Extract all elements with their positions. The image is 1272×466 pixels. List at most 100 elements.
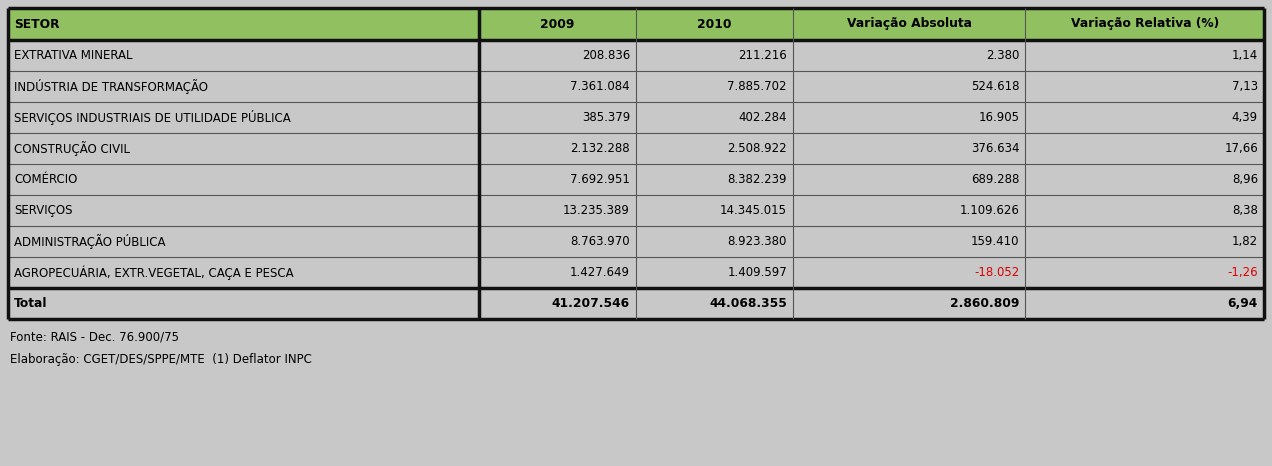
Bar [792, 133, 1025, 164]
Text: SERVIÇOS INDUSTRIAIS DE UTILIDADE PÚBLICA: SERVIÇOS INDUSTRIAIS DE UTILIDADE PÚBLIC… [14, 110, 291, 125]
Bar [792, 164, 1025, 195]
Bar [636, 133, 792, 164]
Bar [8, 133, 480, 164]
Bar [1025, 40, 1264, 71]
Bar [1025, 164, 1264, 195]
Text: SETOR: SETOR [14, 18, 60, 30]
Bar [480, 195, 636, 226]
Text: 159.410: 159.410 [971, 235, 1019, 248]
Bar [1025, 71, 1264, 102]
Bar [1025, 133, 1264, 164]
Text: Variação Absoluta: Variação Absoluta [847, 18, 972, 30]
Text: 7.361.084: 7.361.084 [570, 80, 630, 93]
Text: AGROPECUÁRIA, EXTR.VEGETAL, CAÇA E PESCA: AGROPECUÁRIA, EXTR.VEGETAL, CAÇA E PESCA [14, 265, 294, 280]
Bar [1025, 288, 1264, 319]
Text: 1.427.649: 1.427.649 [570, 266, 630, 279]
Text: 14.345.015: 14.345.015 [720, 204, 787, 217]
Text: 7.885.702: 7.885.702 [728, 80, 787, 93]
Text: EXTRATIVA MINERAL: EXTRATIVA MINERAL [14, 49, 132, 62]
Bar [8, 257, 480, 288]
Bar [480, 71, 636, 102]
Bar [8, 8, 480, 40]
Text: -18.052: -18.052 [974, 266, 1019, 279]
Text: 211.216: 211.216 [738, 49, 787, 62]
Bar [792, 226, 1025, 257]
Bar [8, 195, 480, 226]
Bar [636, 40, 792, 71]
Bar [636, 102, 792, 133]
Text: 7.692.951: 7.692.951 [570, 173, 630, 186]
Text: 16.905: 16.905 [978, 111, 1019, 124]
Bar [792, 8, 1025, 40]
Bar [8, 288, 480, 319]
Text: Total: Total [14, 297, 47, 310]
Bar [636, 8, 792, 40]
Bar [1025, 195, 1264, 226]
Bar [636, 71, 792, 102]
Bar [636, 288, 792, 319]
Text: 4,39: 4,39 [1231, 111, 1258, 124]
Text: 2.860.809: 2.860.809 [950, 297, 1019, 310]
Text: 17,66: 17,66 [1224, 142, 1258, 155]
Text: 2.132.288: 2.132.288 [570, 142, 630, 155]
Bar [636, 164, 792, 195]
Bar [1025, 8, 1264, 40]
Text: 44.068.355: 44.068.355 [709, 297, 787, 310]
Bar [8, 71, 480, 102]
Bar [792, 71, 1025, 102]
Text: INDÚSTRIA DE TRANSFORMAÇÃO: INDÚSTRIA DE TRANSFORMAÇÃO [14, 79, 209, 94]
Text: 8.763.970: 8.763.970 [570, 235, 630, 248]
Bar [8, 40, 480, 71]
Text: 2010: 2010 [697, 18, 731, 30]
Bar [792, 40, 1025, 71]
Bar [1025, 102, 1264, 133]
Text: 13.235.389: 13.235.389 [563, 204, 630, 217]
Text: 376.634: 376.634 [971, 142, 1019, 155]
Bar [480, 133, 636, 164]
Bar [792, 102, 1025, 133]
Text: -1,26: -1,26 [1227, 266, 1258, 279]
Bar [636, 226, 792, 257]
Bar [8, 102, 480, 133]
Text: 1.409.597: 1.409.597 [728, 266, 787, 279]
Text: 1,14: 1,14 [1231, 49, 1258, 62]
Text: 402.284: 402.284 [739, 111, 787, 124]
Bar [792, 288, 1025, 319]
Text: 7,13: 7,13 [1231, 80, 1258, 93]
Bar [792, 257, 1025, 288]
Text: 2009: 2009 [541, 18, 575, 30]
Bar [8, 226, 480, 257]
Bar [636, 195, 792, 226]
Text: SERVIÇOS: SERVIÇOS [14, 204, 73, 217]
Text: 689.288: 689.288 [971, 173, 1019, 186]
Bar [1025, 226, 1264, 257]
Text: CONSTRUÇÃO CIVIL: CONSTRUÇÃO CIVIL [14, 141, 130, 156]
Text: 8.382.239: 8.382.239 [728, 173, 787, 186]
Bar [480, 102, 636, 133]
Bar [480, 8, 636, 40]
Text: 1,82: 1,82 [1231, 235, 1258, 248]
Bar [480, 288, 636, 319]
Bar [480, 257, 636, 288]
Text: 385.379: 385.379 [581, 111, 630, 124]
Text: 2.508.922: 2.508.922 [728, 142, 787, 155]
Bar [480, 164, 636, 195]
Text: 8.923.380: 8.923.380 [728, 235, 787, 248]
Text: 1.109.626: 1.109.626 [959, 204, 1019, 217]
Text: 41.207.546: 41.207.546 [552, 297, 630, 310]
Text: 8,38: 8,38 [1233, 204, 1258, 217]
Bar [480, 226, 636, 257]
Text: 6,94: 6,94 [1227, 297, 1258, 310]
Text: ADMINISTRAÇÃO PÚBLICA: ADMINISTRAÇÃO PÚBLICA [14, 234, 165, 249]
Bar [636, 257, 792, 288]
Bar [792, 195, 1025, 226]
Text: Variação Relativa (%): Variação Relativa (%) [1071, 18, 1219, 30]
Text: 524.618: 524.618 [971, 80, 1019, 93]
Text: 2.380: 2.380 [986, 49, 1019, 62]
Bar [1025, 257, 1264, 288]
Bar [8, 164, 480, 195]
Text: Fonte: RAIS - Dec. 76.900/75: Fonte: RAIS - Dec. 76.900/75 [10, 331, 179, 344]
Text: 208.836: 208.836 [581, 49, 630, 62]
Bar [480, 40, 636, 71]
Text: Elaboração: CGET/DES/SPPE/MTE  (1) Deflator INPC: Elaboração: CGET/DES/SPPE/MTE (1) Deflat… [10, 353, 312, 366]
